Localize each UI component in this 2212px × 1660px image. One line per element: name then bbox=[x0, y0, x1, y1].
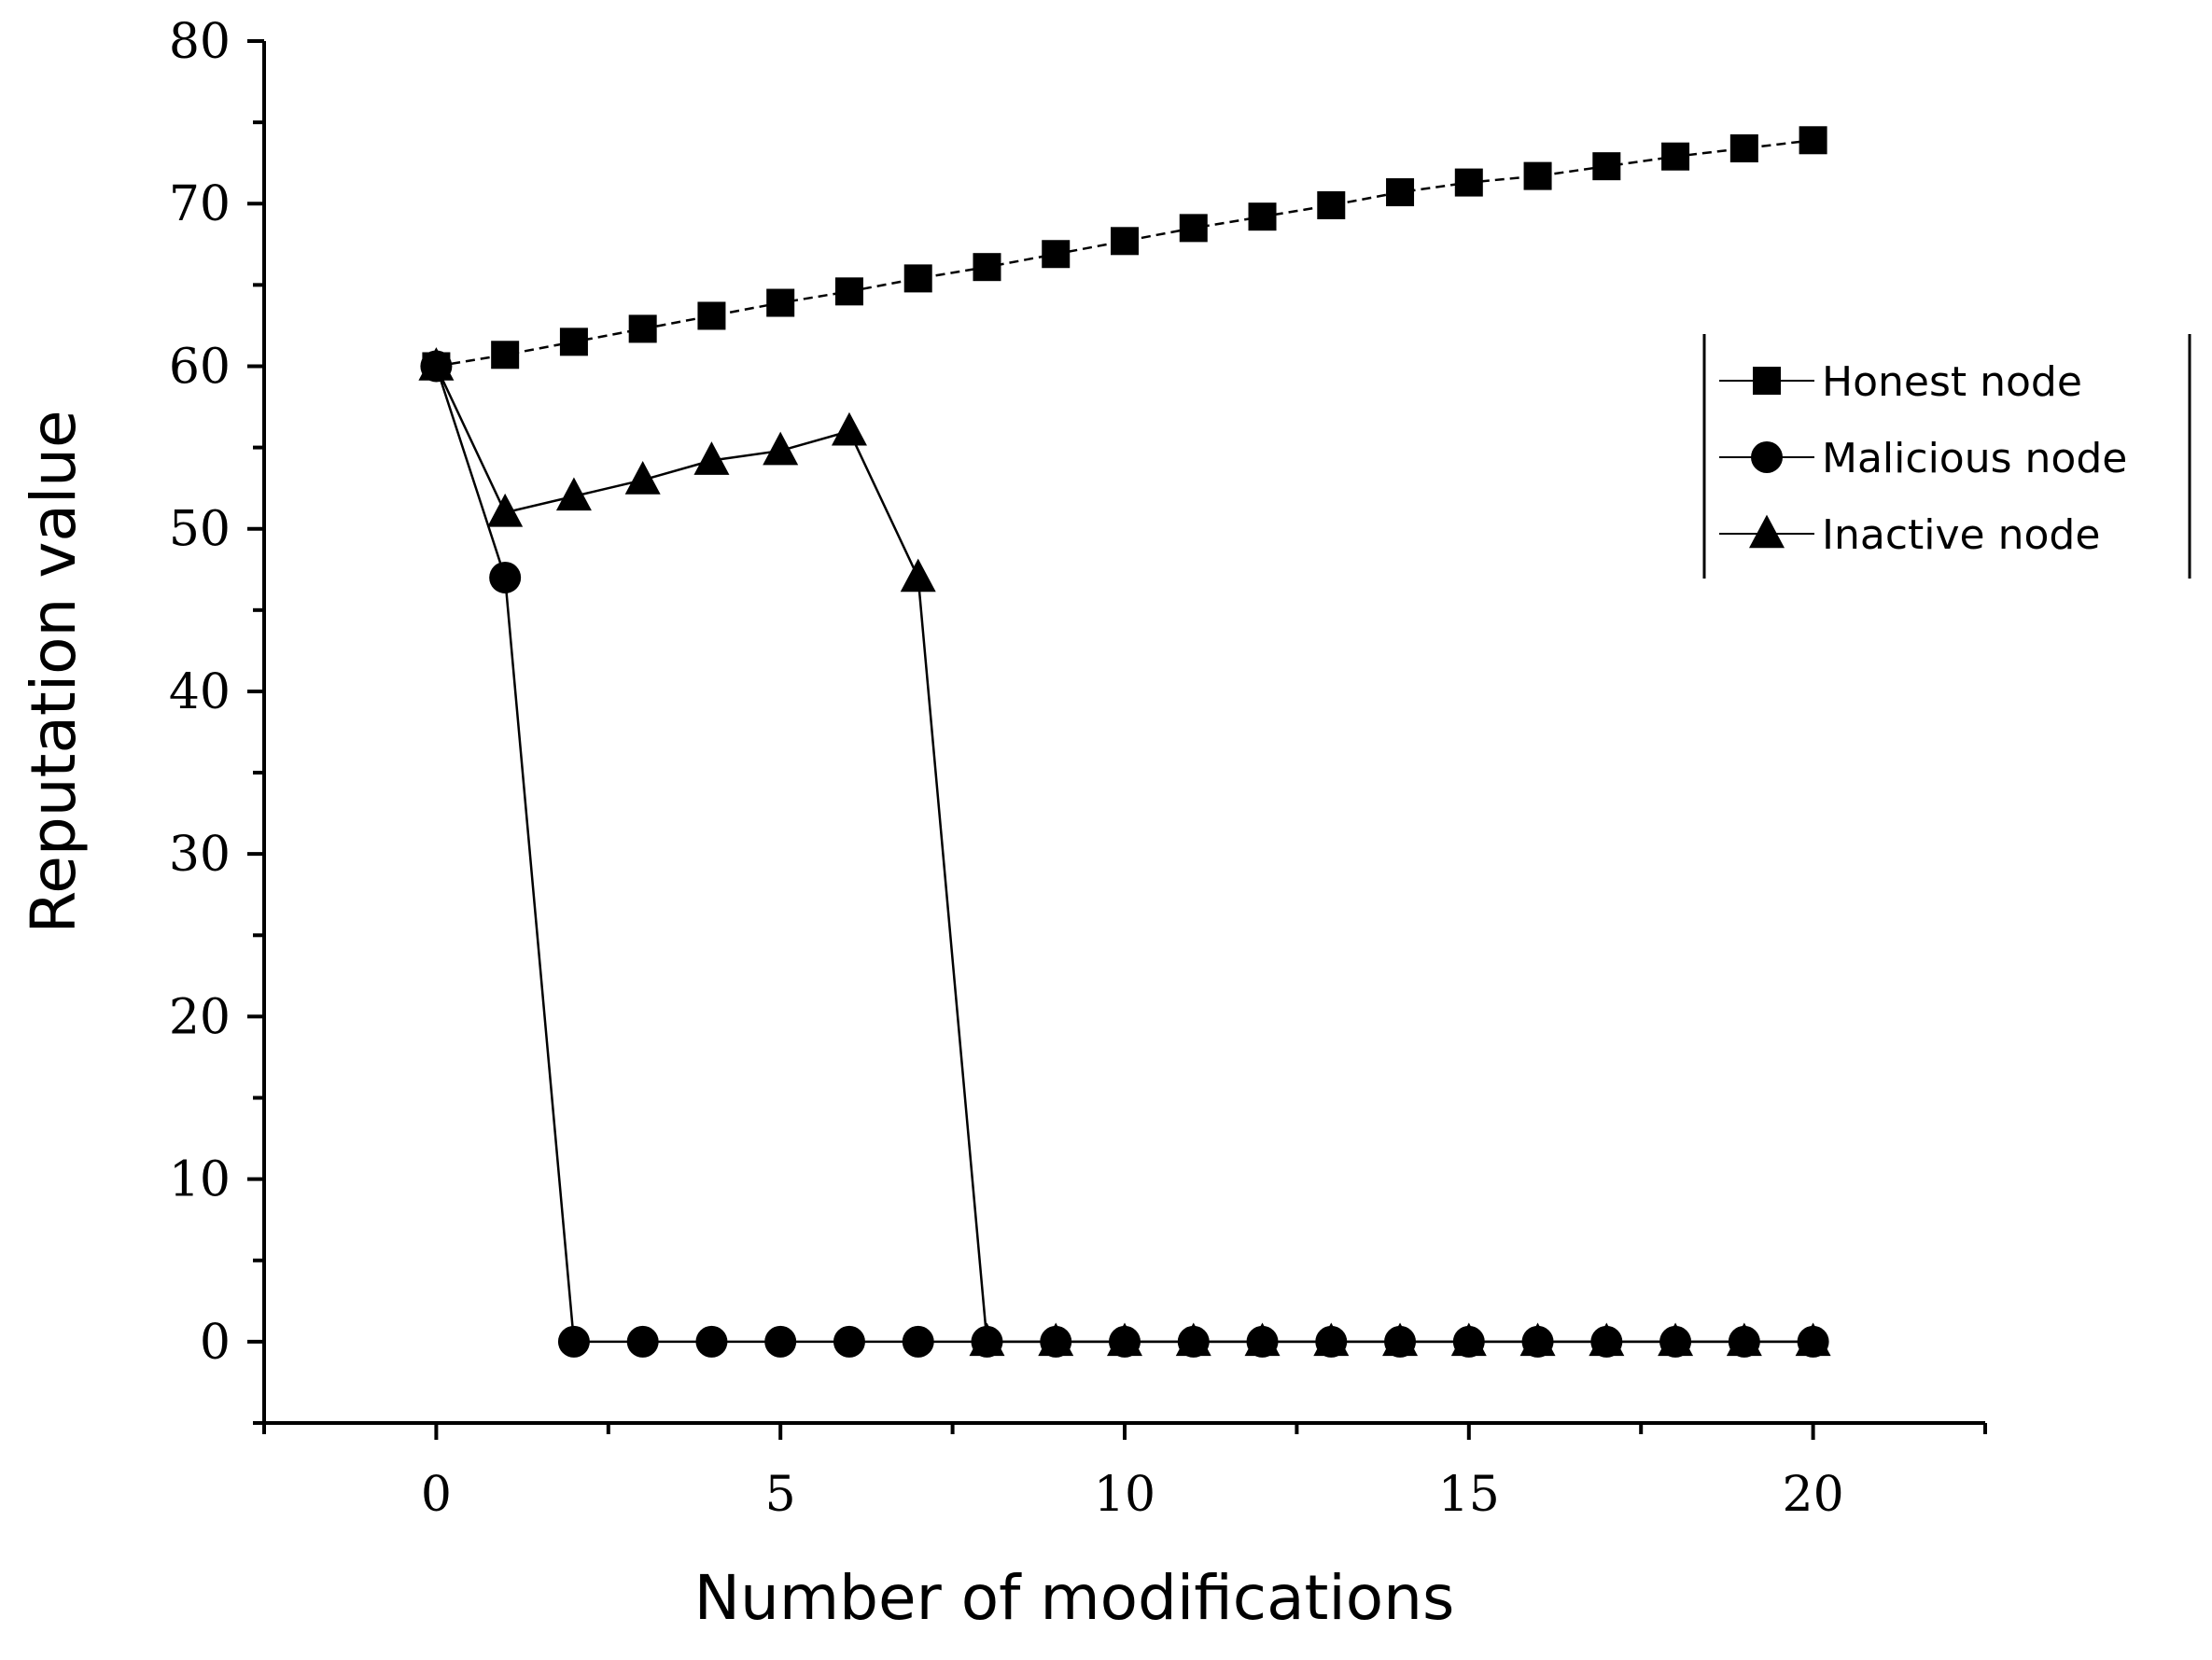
data-point bbox=[763, 431, 799, 466]
data-point bbox=[1523, 161, 1552, 190]
series-inactive-node bbox=[418, 347, 1831, 1357]
data-point bbox=[697, 301, 726, 330]
data-point bbox=[559, 328, 588, 356]
data-point bbox=[973, 253, 1001, 282]
data-point bbox=[1799, 126, 1827, 155]
data-point bbox=[1450, 1322, 1487, 1357]
data-point bbox=[1111, 227, 1139, 256]
x-axis-title: Number of modifications bbox=[694, 1562, 1455, 1634]
data-point bbox=[1317, 190, 1346, 219]
x-tick-label: 10 bbox=[1094, 1467, 1155, 1523]
series-line bbox=[436, 139, 1813, 368]
data-point bbox=[831, 412, 867, 446]
data-point bbox=[1729, 133, 1758, 162]
data-point bbox=[1726, 1322, 1762, 1357]
y-tick-label: 40 bbox=[169, 664, 231, 720]
legend-label: Honest node bbox=[1822, 358, 2082, 406]
y-tick-label: 60 bbox=[169, 339, 231, 395]
data-point bbox=[695, 1325, 728, 1358]
legend-label: Malicious node bbox=[1822, 435, 2127, 482]
y-tick-label: 10 bbox=[169, 1152, 231, 1208]
series-honest-node bbox=[422, 126, 1827, 381]
data-point bbox=[1519, 1322, 1556, 1357]
data-point bbox=[1179, 214, 1208, 243]
series-line bbox=[435, 365, 1813, 1344]
data-point bbox=[1386, 178, 1415, 207]
data-point bbox=[624, 461, 661, 495]
series-line bbox=[435, 366, 1813, 1344]
x-tick-label: 5 bbox=[765, 1467, 796, 1523]
data-point bbox=[491, 341, 520, 370]
data-point bbox=[1175, 1322, 1211, 1357]
legend-marker bbox=[1749, 514, 1785, 549]
y-tick-label: 0 bbox=[200, 1315, 231, 1371]
legend-marker bbox=[1753, 367, 1781, 395]
data-point bbox=[1658, 1322, 1694, 1357]
data-point bbox=[1107, 1322, 1142, 1357]
legend: Honest node Malicious node Inactive node bbox=[1702, 334, 2191, 579]
data-point bbox=[1592, 152, 1621, 181]
data-point bbox=[1795, 1322, 1831, 1357]
data-point bbox=[1042, 240, 1071, 269]
data-point bbox=[557, 1325, 590, 1358]
legend-marker bbox=[1751, 441, 1783, 473]
data-point bbox=[555, 477, 592, 511]
y-tick-label: 80 bbox=[169, 14, 231, 70]
data-point bbox=[489, 561, 522, 593]
data-point bbox=[487, 493, 524, 527]
x-tick-label: 15 bbox=[1438, 1467, 1500, 1523]
x-tick-label: 0 bbox=[421, 1467, 452, 1523]
data-point bbox=[766, 288, 795, 317]
y-tick-label: 30 bbox=[169, 827, 231, 883]
series-layer bbox=[418, 126, 1831, 1358]
data-point bbox=[902, 1325, 934, 1358]
data-point bbox=[900, 558, 936, 593]
data-point bbox=[834, 277, 863, 306]
data-point bbox=[628, 314, 657, 343]
data-point bbox=[1248, 202, 1277, 231]
data-point bbox=[1661, 142, 1690, 171]
data-point bbox=[1038, 1322, 1074, 1357]
data-point bbox=[1313, 1322, 1350, 1357]
data-point bbox=[969, 1322, 1005, 1357]
data-point bbox=[418, 347, 455, 381]
y-axis-title: Reputation value bbox=[18, 410, 90, 933]
data-point bbox=[1244, 1322, 1281, 1357]
data-point bbox=[1454, 168, 1483, 197]
data-point bbox=[626, 1325, 659, 1358]
series-malicious-node bbox=[420, 350, 1829, 1358]
x-tick-label: 20 bbox=[1783, 1467, 1844, 1523]
y-tick-label: 20 bbox=[169, 989, 231, 1045]
data-point bbox=[1589, 1322, 1625, 1357]
y-tick-label: 50 bbox=[169, 502, 231, 558]
axes: 0 5 10 15 20 0 10 20 30 40 50 60 70 80 bbox=[169, 14, 1987, 1523]
data-point bbox=[693, 441, 730, 475]
data-point bbox=[764, 1325, 797, 1358]
legend-label: Inactive node bbox=[1822, 511, 2100, 559]
data-point bbox=[833, 1325, 865, 1358]
data-point bbox=[1382, 1322, 1419, 1357]
data-point bbox=[903, 264, 932, 293]
y-tick-label: 70 bbox=[169, 176, 231, 232]
